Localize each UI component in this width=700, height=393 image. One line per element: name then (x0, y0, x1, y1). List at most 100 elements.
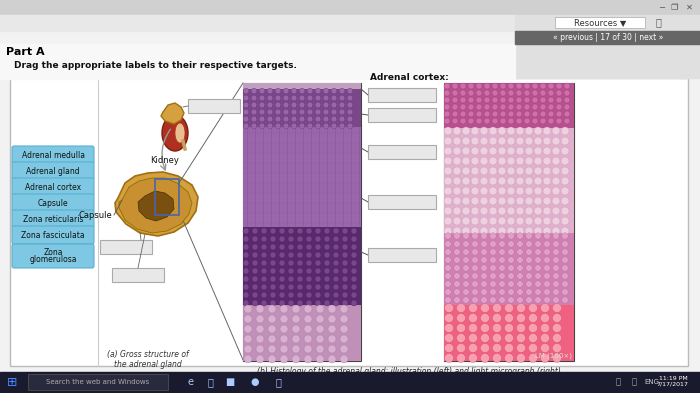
Circle shape (532, 97, 538, 103)
Circle shape (463, 289, 469, 295)
Circle shape (351, 268, 357, 274)
Circle shape (304, 345, 312, 353)
Circle shape (315, 95, 321, 101)
Circle shape (340, 95, 345, 101)
Circle shape (347, 109, 353, 115)
Circle shape (292, 335, 300, 343)
Circle shape (315, 228, 321, 234)
Circle shape (328, 335, 336, 343)
Circle shape (280, 305, 288, 313)
Circle shape (561, 127, 569, 135)
Circle shape (340, 325, 348, 333)
Circle shape (297, 292, 303, 298)
Circle shape (561, 177, 569, 185)
Circle shape (480, 334, 489, 343)
Circle shape (306, 244, 312, 250)
Circle shape (493, 303, 501, 312)
Circle shape (444, 314, 454, 323)
Circle shape (261, 276, 267, 282)
Circle shape (480, 227, 488, 235)
Bar (368, 108, 436, 122)
Circle shape (484, 118, 490, 124)
Circle shape (505, 303, 514, 312)
Circle shape (444, 334, 454, 343)
Circle shape (498, 227, 506, 235)
Circle shape (351, 244, 357, 250)
Circle shape (333, 252, 339, 258)
Circle shape (534, 187, 542, 195)
Circle shape (351, 276, 357, 282)
Circle shape (535, 233, 541, 239)
Circle shape (534, 177, 542, 185)
Circle shape (553, 257, 559, 263)
Circle shape (340, 315, 348, 323)
Circle shape (460, 118, 466, 124)
Bar (368, 145, 436, 159)
Circle shape (454, 241, 460, 247)
Circle shape (543, 147, 551, 155)
Circle shape (297, 236, 303, 242)
Circle shape (471, 207, 479, 215)
Circle shape (525, 147, 533, 155)
Circle shape (508, 104, 514, 110)
Circle shape (552, 157, 560, 165)
Text: Adrenal medulla: Adrenal medulla (22, 151, 85, 160)
Circle shape (291, 123, 297, 129)
Circle shape (528, 343, 538, 353)
Circle shape (543, 187, 551, 195)
Text: 🔍: 🔍 (655, 18, 661, 28)
Circle shape (476, 111, 482, 117)
Circle shape (525, 167, 533, 175)
Circle shape (268, 355, 276, 363)
Circle shape (534, 137, 542, 145)
Circle shape (534, 207, 542, 215)
Bar (515, 15, 700, 31)
Circle shape (489, 157, 497, 165)
Circle shape (544, 281, 550, 287)
Circle shape (500, 97, 506, 103)
Circle shape (556, 111, 562, 117)
Circle shape (292, 305, 300, 313)
Circle shape (540, 111, 546, 117)
Circle shape (288, 292, 294, 298)
Circle shape (315, 292, 321, 298)
Circle shape (508, 281, 514, 287)
Circle shape (540, 118, 546, 124)
Circle shape (489, 217, 497, 225)
Circle shape (307, 88, 313, 94)
Circle shape (548, 111, 554, 117)
Text: Adrenal cortex: Adrenal cortex (25, 182, 81, 191)
Circle shape (306, 284, 312, 290)
Circle shape (243, 268, 249, 274)
Circle shape (315, 244, 321, 250)
Circle shape (472, 257, 478, 263)
Circle shape (540, 334, 550, 343)
Text: glomerulosa: glomerulosa (29, 255, 77, 264)
Circle shape (331, 95, 337, 101)
Circle shape (244, 305, 252, 313)
Circle shape (444, 83, 450, 89)
Circle shape (244, 355, 252, 363)
Circle shape (267, 123, 273, 129)
Circle shape (484, 111, 490, 117)
Circle shape (471, 157, 479, 165)
Circle shape (453, 157, 461, 165)
Circle shape (259, 109, 265, 115)
Circle shape (292, 315, 300, 323)
Circle shape (256, 335, 264, 343)
Text: Adrenal gland: Adrenal gland (26, 167, 80, 176)
Circle shape (288, 284, 294, 290)
Circle shape (323, 102, 329, 108)
Circle shape (481, 233, 487, 239)
Text: « previous | 17 of 30 | next »: « previous | 17 of 30 | next » (553, 33, 663, 42)
Circle shape (292, 355, 300, 363)
Circle shape (307, 123, 313, 129)
Circle shape (280, 345, 288, 353)
Circle shape (292, 345, 300, 353)
Circle shape (297, 244, 303, 250)
Circle shape (525, 137, 533, 145)
Circle shape (534, 197, 542, 205)
Circle shape (480, 127, 488, 135)
Circle shape (251, 102, 257, 108)
Circle shape (499, 265, 505, 271)
